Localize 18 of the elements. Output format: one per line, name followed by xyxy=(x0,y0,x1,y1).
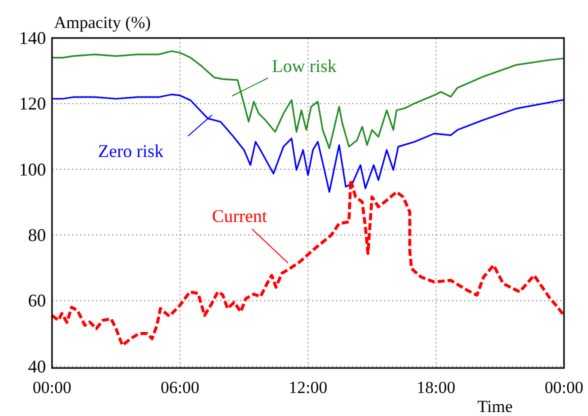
line-series xyxy=(50,178,566,347)
x-tick-label: 18:00 xyxy=(416,378,456,397)
line-series xyxy=(51,94,565,193)
x-axis-title: Time xyxy=(477,397,513,416)
x-tick-label: 00:00 xyxy=(32,378,72,397)
y-tick-label: 140 xyxy=(19,28,46,48)
x-tick-label: 12:00 xyxy=(288,378,328,397)
y-tick-label: 60 xyxy=(28,290,46,311)
y-axis-title: Ampacity (%) xyxy=(54,13,151,32)
y-tick-label: 80 xyxy=(28,225,46,246)
text: Current xyxy=(212,206,267,226)
y-tick-label: 40 xyxy=(28,356,46,376)
series-label: Low risk xyxy=(272,56,336,76)
x-tick-label: 06:00 xyxy=(160,378,200,397)
x-tick-label: 00:00 xyxy=(544,378,584,397)
y-tick-label: 120 xyxy=(19,94,46,114)
y-tick-label: 100 xyxy=(19,159,46,180)
text: Zero risk xyxy=(98,141,164,161)
